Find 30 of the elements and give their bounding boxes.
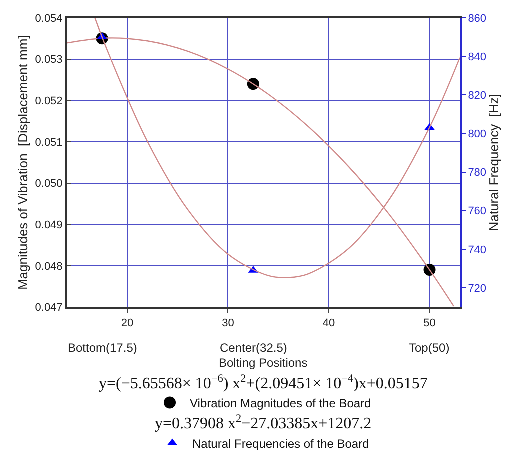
- y2-tick-label: 740: [468, 244, 487, 256]
- y2-tick-label: 760: [468, 206, 487, 218]
- y-tick-label: 0.052: [35, 95, 63, 108]
- text: Bottom(17.5): [68, 341, 138, 355]
- y2-tick-label: 780: [468, 167, 487, 180]
- y-tick-label: 0.048: [35, 260, 63, 273]
- y2-tick-label: 840: [468, 51, 487, 64]
- x-tick-label: 20: [121, 317, 134, 330]
- y2-tick-label: 820: [468, 90, 487, 102]
- y2-axis-title: Natural Frequency [Hz]: [486, 94, 502, 232]
- y-tick-label: 0.050: [35, 178, 63, 190]
- y2-tick-label: 800: [468, 128, 487, 141]
- y2-tick-label: 720: [468, 282, 487, 295]
- y-tick-label: 0.047: [35, 302, 63, 314]
- x-axis-title: Bolting Positions: [219, 356, 308, 370]
- y2-tick-label: 860: [468, 12, 487, 25]
- y-tick-label: 0.051: [35, 136, 63, 149]
- text: Top(50): [409, 341, 450, 355]
- legend-label: Vibration Magnitudes of the Board: [190, 396, 372, 410]
- y-tick-label: 0.049: [35, 219, 63, 232]
- y-tick-label: 0.054: [35, 12, 63, 25]
- x-tick-label: 30: [222, 317, 234, 330]
- y-tick-label: 0.053: [35, 54, 63, 66]
- x-tick-label: 40: [322, 317, 336, 330]
- text: y=(−5.65568× 10$^{−6}$) x$^{2}$+(2.09451× 10$^{−4}$)x+0.05157: [99, 373, 428, 393]
- text: Center(32.5): [220, 341, 288, 355]
- text: y=0.37908 x$^{2}$−27.03385x+1207.2: [155, 413, 372, 433]
- legend-label: Natural Frequencies of the Board: [192, 436, 370, 451]
- x-tick-label: 50: [424, 317, 436, 330]
- y-axis-title: Magnitudes of Vibration [Displacement mm]: [16, 35, 31, 290]
